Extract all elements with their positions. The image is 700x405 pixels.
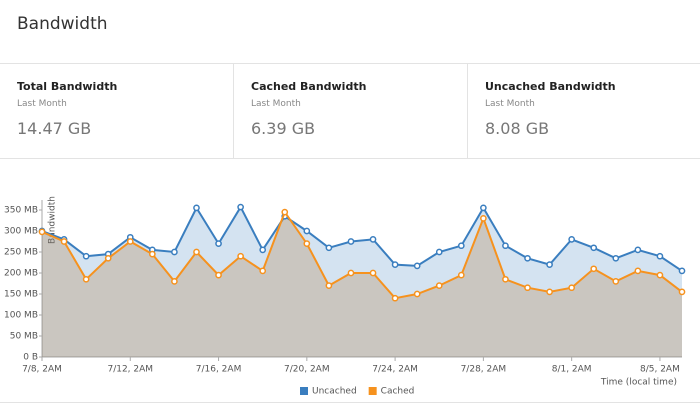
stat-label: Uncached Bandwidth <box>485 80 616 93</box>
x-tick-label: 7/16, 2AM <box>196 365 242 375</box>
point <box>82 275 90 283</box>
point <box>171 248 178 256</box>
point <box>590 244 598 252</box>
stat-label: Total Bandwidth <box>17 80 118 93</box>
point <box>325 282 333 289</box>
y-tick-label: 150 MB <box>4 290 38 300</box>
divider <box>0 402 700 403</box>
legend-swatch <box>368 387 377 395</box>
point <box>480 215 487 222</box>
point <box>480 204 487 212</box>
point <box>325 244 333 252</box>
point <box>215 240 222 247</box>
point <box>126 238 134 245</box>
divider <box>0 158 700 159</box>
area <box>42 212 682 357</box>
point <box>524 284 531 292</box>
point <box>369 236 377 243</box>
point <box>568 284 576 292</box>
point <box>303 227 311 235</box>
point <box>193 204 200 212</box>
point <box>568 236 576 243</box>
line <box>41 205 683 272</box>
y-tick-label: 100 MB <box>4 311 38 321</box>
point <box>502 242 509 250</box>
x-tick-label: 7/12, 2AM <box>107 365 153 375</box>
point <box>104 254 112 262</box>
point <box>546 288 553 296</box>
point <box>634 267 642 275</box>
legend-swatch <box>300 387 308 395</box>
stat-label: Cached Bandwidth <box>251 80 367 93</box>
point <box>303 240 311 247</box>
stat-period: Last Month <box>485 99 535 109</box>
point <box>413 262 421 270</box>
stat-period: Last Month <box>17 99 67 109</box>
point <box>435 282 443 289</box>
point <box>612 278 620 285</box>
stat-value: 6.39 GB <box>251 119 316 138</box>
legend-label: Cached <box>381 387 415 397</box>
y-tick-label: 350 MB <box>4 206 38 216</box>
legend-label: Uncached <box>312 387 357 397</box>
point <box>259 246 267 254</box>
point <box>391 294 399 302</box>
point <box>347 238 355 245</box>
point <box>237 203 244 211</box>
stat-box: Uncached Bandwidth Last Month 8.08 GB <box>468 64 700 158</box>
point <box>524 254 531 262</box>
point <box>193 248 200 256</box>
y-tick-label: 50 MB <box>10 332 38 342</box>
stat-period: Last Month <box>251 99 301 109</box>
point <box>678 288 686 296</box>
stat-box: Total Bandwidth Last Month 14.47 GB <box>0 64 234 158</box>
point <box>237 252 244 260</box>
x-tick-label: 8/1, 2AM <box>552 365 592 375</box>
x-axis-label: Time (local time) <box>600 378 677 388</box>
point <box>546 261 553 268</box>
point <box>435 248 443 256</box>
point <box>612 254 620 262</box>
point <box>281 208 289 216</box>
y-tick-label: 200 MB <box>4 269 38 279</box>
point <box>215 271 222 279</box>
divider <box>0 63 700 64</box>
point <box>656 252 664 260</box>
point <box>656 271 664 279</box>
y-tick-label: 250 MB <box>4 248 38 258</box>
point <box>502 275 509 283</box>
point <box>259 267 267 275</box>
point <box>60 238 68 245</box>
stat-box: Cached Bandwidth Last Month 6.39 GB <box>234 64 468 158</box>
stat-value: 14.47 GB <box>17 119 92 138</box>
x-tick-label: 7/20, 2AM <box>284 365 330 375</box>
point <box>457 242 465 250</box>
stat-value: 8.08 GB <box>485 119 550 138</box>
point <box>38 228 46 236</box>
point <box>82 252 90 260</box>
line <box>41 209 683 300</box>
point <box>457 271 465 279</box>
point <box>391 261 399 268</box>
point <box>148 250 156 258</box>
point <box>171 278 178 285</box>
point <box>590 265 598 273</box>
point <box>678 267 686 275</box>
x-tick-label: 7/28, 2AM <box>461 365 507 375</box>
y-axis-label: Bandwidth <box>48 196 58 244</box>
point <box>347 269 355 277</box>
point <box>369 269 377 277</box>
point <box>413 290 421 298</box>
page-title: Bandwidth <box>17 14 108 34</box>
x-tick-label: 8/5, 2AM <box>640 365 680 375</box>
area <box>42 207 682 357</box>
y-tick-label: 300 MB <box>4 227 38 237</box>
x-tick-label: 7/8, 2AM <box>22 365 62 375</box>
point <box>634 246 642 254</box>
y-tick-label: 0 B <box>23 353 38 363</box>
x-tick-label: 7/24, 2AM <box>372 365 418 375</box>
